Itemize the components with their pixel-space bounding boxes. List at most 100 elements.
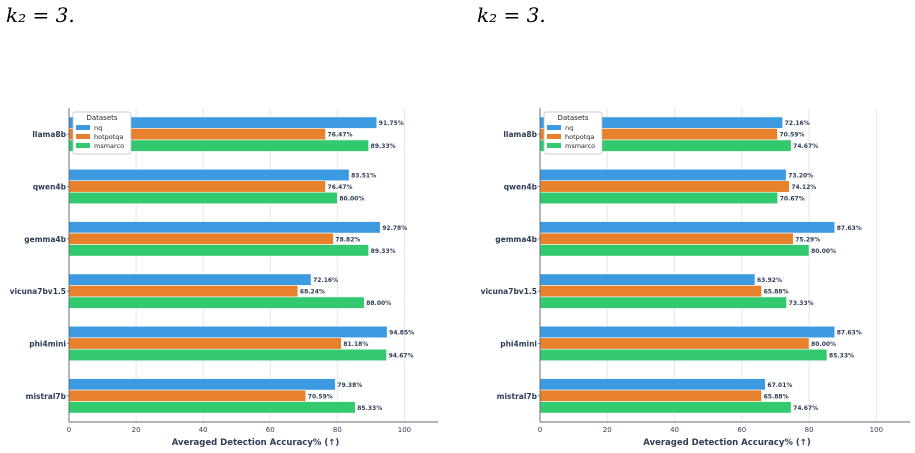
data-label: 94.85% — [389, 330, 414, 337]
x-axis-label: Averaged Detection Accuracy% (↑) — [172, 438, 340, 448]
bar-hotpotqa — [68, 180, 326, 193]
data-label: 73.20% — [788, 173, 813, 180]
x-axis-label: Averaged Detection Accuracy% (↑) — [643, 438, 811, 448]
data-label: 80.00% — [811, 248, 836, 255]
legend-swatch-msmarco — [547, 143, 561, 148]
category-label: gemma4b — [24, 235, 66, 244]
x-tick-label: 80 — [805, 426, 814, 434]
x-tick-label: 40 — [670, 426, 679, 434]
bar-hotpotqa — [539, 389, 762, 402]
data-label: 79.38% — [337, 382, 362, 389]
category-label: llama8b — [503, 130, 537, 139]
bar-nq — [68, 378, 336, 391]
x-tick-label: 0 — [67, 426, 71, 434]
legend-label-nq: nq — [94, 124, 102, 132]
x-tick-label: 0 — [538, 426, 542, 434]
data-label: 63.92% — [757, 277, 782, 284]
bar-msmarco — [539, 296, 787, 309]
legend-swatch-msmarco — [76, 143, 90, 148]
data-label: 80.00% — [339, 196, 364, 203]
bar-hotpotqa — [539, 232, 794, 245]
data-label: 74.12% — [791, 184, 816, 191]
data-label: 85.33% — [357, 405, 382, 412]
data-label: 78.82% — [335, 236, 360, 243]
bar-nq — [68, 273, 312, 286]
caption-right: k₂ = 3. — [477, 3, 546, 27]
data-label: 91.75% — [379, 120, 404, 127]
bar-hotpotqa — [539, 180, 790, 193]
legend-swatch-hotpotqa — [547, 134, 561, 139]
data-label: 70.67% — [780, 196, 805, 203]
bar-msmarco — [539, 401, 792, 414]
chart-panel-left: 0 20 40 60 80 100 llama8b 91.75% 76.47% 89.33% qwe… — [10, 108, 438, 448]
legend-label-msmarco: msmarco — [94, 142, 124, 150]
data-label: 72.16% — [313, 277, 338, 284]
data-label: 88.00% — [366, 300, 391, 307]
bar-hotpotqa — [539, 285, 762, 298]
data-label: 92.78% — [382, 225, 407, 232]
data-label: 87.63% — [837, 225, 862, 232]
legend-title: Datasets — [86, 114, 117, 122]
bar-hotpotqa — [539, 337, 810, 350]
category-label: vicuna7bv1.5 — [481, 287, 537, 296]
bar-hotpotqa — [68, 337, 342, 350]
data-label: 65.88% — [764, 393, 789, 400]
x-tick-label: 100 — [870, 426, 883, 434]
bar-hotpotqa — [68, 389, 307, 402]
data-label: 67.01% — [767, 382, 792, 389]
legend-swatch-nq — [76, 125, 90, 130]
legend-label-hotpotqa: hotpotqa — [94, 133, 123, 141]
data-label: 94.67% — [389, 353, 414, 360]
category-label: mistral7b — [26, 392, 67, 401]
data-label: 80.00% — [811, 341, 836, 348]
category-label: llama8b — [32, 130, 66, 139]
data-label: 76.47% — [328, 184, 353, 191]
category-label: qwen4b — [33, 183, 67, 192]
x-tick-label: 60 — [737, 426, 746, 434]
data-label: 70.59% — [779, 132, 804, 139]
category-label: gemma4b — [495, 235, 537, 244]
bar-msmarco — [68, 296, 365, 309]
bar-nq — [539, 221, 836, 234]
data-label: 72.16% — [785, 120, 810, 127]
bar-nq — [539, 273, 756, 286]
category-label: mistral7b — [497, 392, 538, 401]
x-tick-label: 20 — [132, 426, 141, 434]
data-label: 70.59% — [308, 393, 333, 400]
bar-msmarco — [539, 348, 828, 362]
legend-title: Datasets — [557, 114, 588, 122]
bar-nq — [539, 378, 766, 391]
x-tick-label: 80 — [333, 426, 342, 434]
data-label: 65.88% — [764, 289, 789, 296]
bar-hotpotqa — [68, 285, 299, 298]
bar-msmarco — [68, 348, 387, 362]
data-label: 75.29% — [795, 236, 820, 243]
data-label: 85.33% — [829, 353, 854, 360]
category-label: phi4mini — [29, 340, 66, 349]
legend-label-hotpotqa: hotpotqa — [565, 133, 594, 141]
legend-swatch-nq — [547, 125, 561, 130]
legend-label-nq: nq — [565, 124, 573, 132]
bar-nq — [539, 325, 836, 339]
data-label: 89.33% — [371, 143, 396, 150]
bar-hotpotqa — [68, 232, 334, 245]
x-tick-label: 100 — [398, 426, 411, 434]
bar-nq — [68, 325, 388, 339]
x-tick-label: 60 — [266, 426, 275, 434]
data-label: 76.47% — [328, 132, 353, 139]
caption-left: k₂ = 3. — [6, 3, 75, 27]
bar-nq — [539, 168, 787, 182]
bar-msmarco — [68, 244, 369, 257]
category-label: qwen4b — [504, 183, 538, 192]
category-label: vicuna7bv1.5 — [10, 287, 66, 296]
legend-label-msmarco: msmarco — [565, 142, 595, 150]
bar-msmarco — [539, 191, 779, 205]
data-label: 73.33% — [789, 300, 814, 307]
data-label: 74.67% — [793, 405, 818, 412]
bar-msmarco — [68, 191, 338, 205]
data-label: 68.24% — [300, 289, 325, 296]
data-label: 87.63% — [837, 330, 862, 337]
x-tick-label: 40 — [199, 426, 208, 434]
